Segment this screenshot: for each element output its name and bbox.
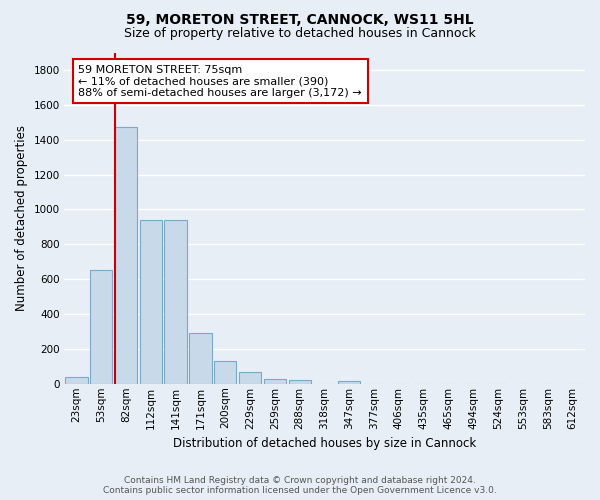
Bar (289, 380, 311, 384)
Bar (65, 377, 88, 384)
Bar (164, 220, 187, 384)
Text: Size of property relative to detached houses in Cannock: Size of property relative to detached ho… (124, 28, 476, 40)
Text: 59, MORETON STREET, CANNOCK, WS11 5HL: 59, MORETON STREET, CANNOCK, WS11 5HL (126, 12, 474, 26)
Y-axis label: Number of detached properties: Number of detached properties (15, 125, 28, 311)
Bar (140, 220, 162, 384)
Bar (338, 381, 361, 384)
Text: Contains HM Land Registry data © Crown copyright and database right 2024.
Contai: Contains HM Land Registry data © Crown c… (103, 476, 497, 495)
Bar (263, 380, 286, 384)
X-axis label: Distribution of detached houses by size in Cannock: Distribution of detached houses by size … (173, 437, 476, 450)
Bar (189, 333, 212, 384)
Bar (115, 126, 137, 384)
Text: 59 MORETON STREET: 75sqm
← 11% of detached houses are smaller (390)
88% of semi-: 59 MORETON STREET: 75sqm ← 11% of detach… (79, 64, 362, 98)
Bar (90, 270, 112, 384)
Bar (239, 372, 261, 384)
Bar (214, 362, 236, 384)
